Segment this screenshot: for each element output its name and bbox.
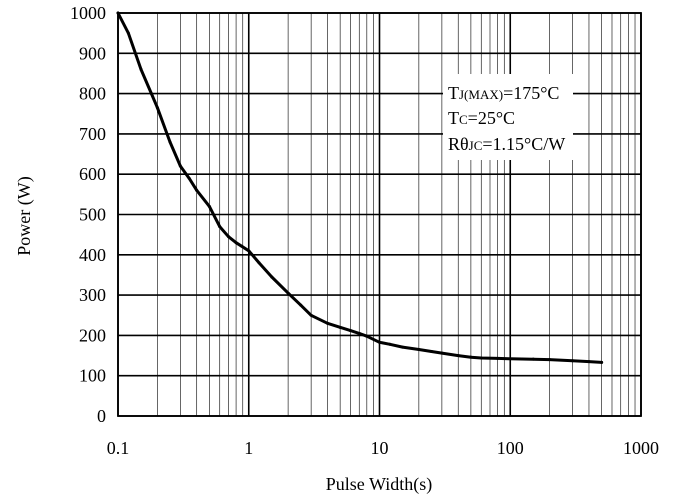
data-point <box>325 321 329 325</box>
y-tick-label: 500 <box>79 205 106 225</box>
data-point <box>299 303 303 307</box>
data-point <box>187 176 191 180</box>
data-point <box>348 329 352 333</box>
y-tick-label: 600 <box>79 164 106 184</box>
x-tick-labels: 0.1 1 10 100 1000 <box>107 438 659 458</box>
data-point <box>531 357 535 361</box>
y-tick-label: 200 <box>79 325 106 345</box>
data-point <box>207 204 211 208</box>
annotation-line-2: TC=25°C <box>448 108 515 128</box>
data-point <box>440 351 444 355</box>
data-point <box>155 106 159 110</box>
y-tick-label: 900 <box>79 43 106 63</box>
data-point <box>257 261 261 265</box>
data-point <box>168 140 172 144</box>
y-tick-label: 300 <box>79 285 106 305</box>
data-point <box>247 249 251 253</box>
data-point <box>401 345 405 349</box>
x-axis-label: Pulse Width(s) <box>326 474 432 495</box>
y-tick-label: 0 <box>97 406 106 426</box>
data-point <box>195 188 199 192</box>
plot-frame <box>117 12 642 417</box>
data-point <box>548 358 552 362</box>
y-tick-label: 1000 <box>70 3 106 23</box>
data-point <box>338 325 342 329</box>
data-point <box>357 331 361 335</box>
x-tick-label: 1 <box>244 438 253 458</box>
y-tick-label: 700 <box>79 124 106 144</box>
data-point <box>600 360 604 364</box>
data-point <box>309 313 313 317</box>
data-point <box>571 359 575 363</box>
data-point <box>456 354 460 358</box>
data-point <box>417 348 421 352</box>
x-tick-label: 0.1 <box>107 438 130 458</box>
data-point <box>234 241 238 245</box>
y-tick-label: 800 <box>79 84 106 104</box>
x-tick-label: 100 <box>497 438 524 458</box>
power-curve-line <box>116 11 604 364</box>
data-point <box>270 275 274 279</box>
y-tick-label: 400 <box>79 245 106 265</box>
data-point <box>388 342 392 346</box>
x-tick-label: 1000 <box>623 438 659 458</box>
plot-border <box>117 12 642 417</box>
data-point <box>139 67 143 71</box>
annotation-line-1: TJ(MAX)=175°C <box>448 83 559 103</box>
data-point <box>587 360 591 364</box>
conditions-annotation: TJ(MAX)=175°C TC=25°C RθJC=1.15°C/W <box>443 74 573 160</box>
annotation-line-3: RθJC=1.15°C/W <box>448 134 565 154</box>
y-tick-label: 100 <box>79 366 106 386</box>
data-point <box>430 350 434 354</box>
data-point <box>126 31 130 35</box>
data-point <box>496 356 500 360</box>
data-point <box>508 357 512 361</box>
x-tick-label: 10 <box>371 438 389 458</box>
y-axis-label: Power (W) <box>14 176 35 255</box>
data-point <box>469 355 473 359</box>
data-point <box>149 92 153 96</box>
data-point <box>286 291 290 295</box>
data-point <box>218 225 222 229</box>
data-point <box>378 340 381 344</box>
data-point <box>178 164 182 168</box>
data-point <box>365 334 369 338</box>
data-point <box>226 235 230 239</box>
data-point <box>479 356 483 360</box>
data-point <box>116 11 120 15</box>
y-tick-labels: 0 100 200 300 400 500 600 700 800 900 1000 <box>70 3 106 426</box>
annotation-background <box>443 74 573 160</box>
series-layer <box>116 11 604 364</box>
